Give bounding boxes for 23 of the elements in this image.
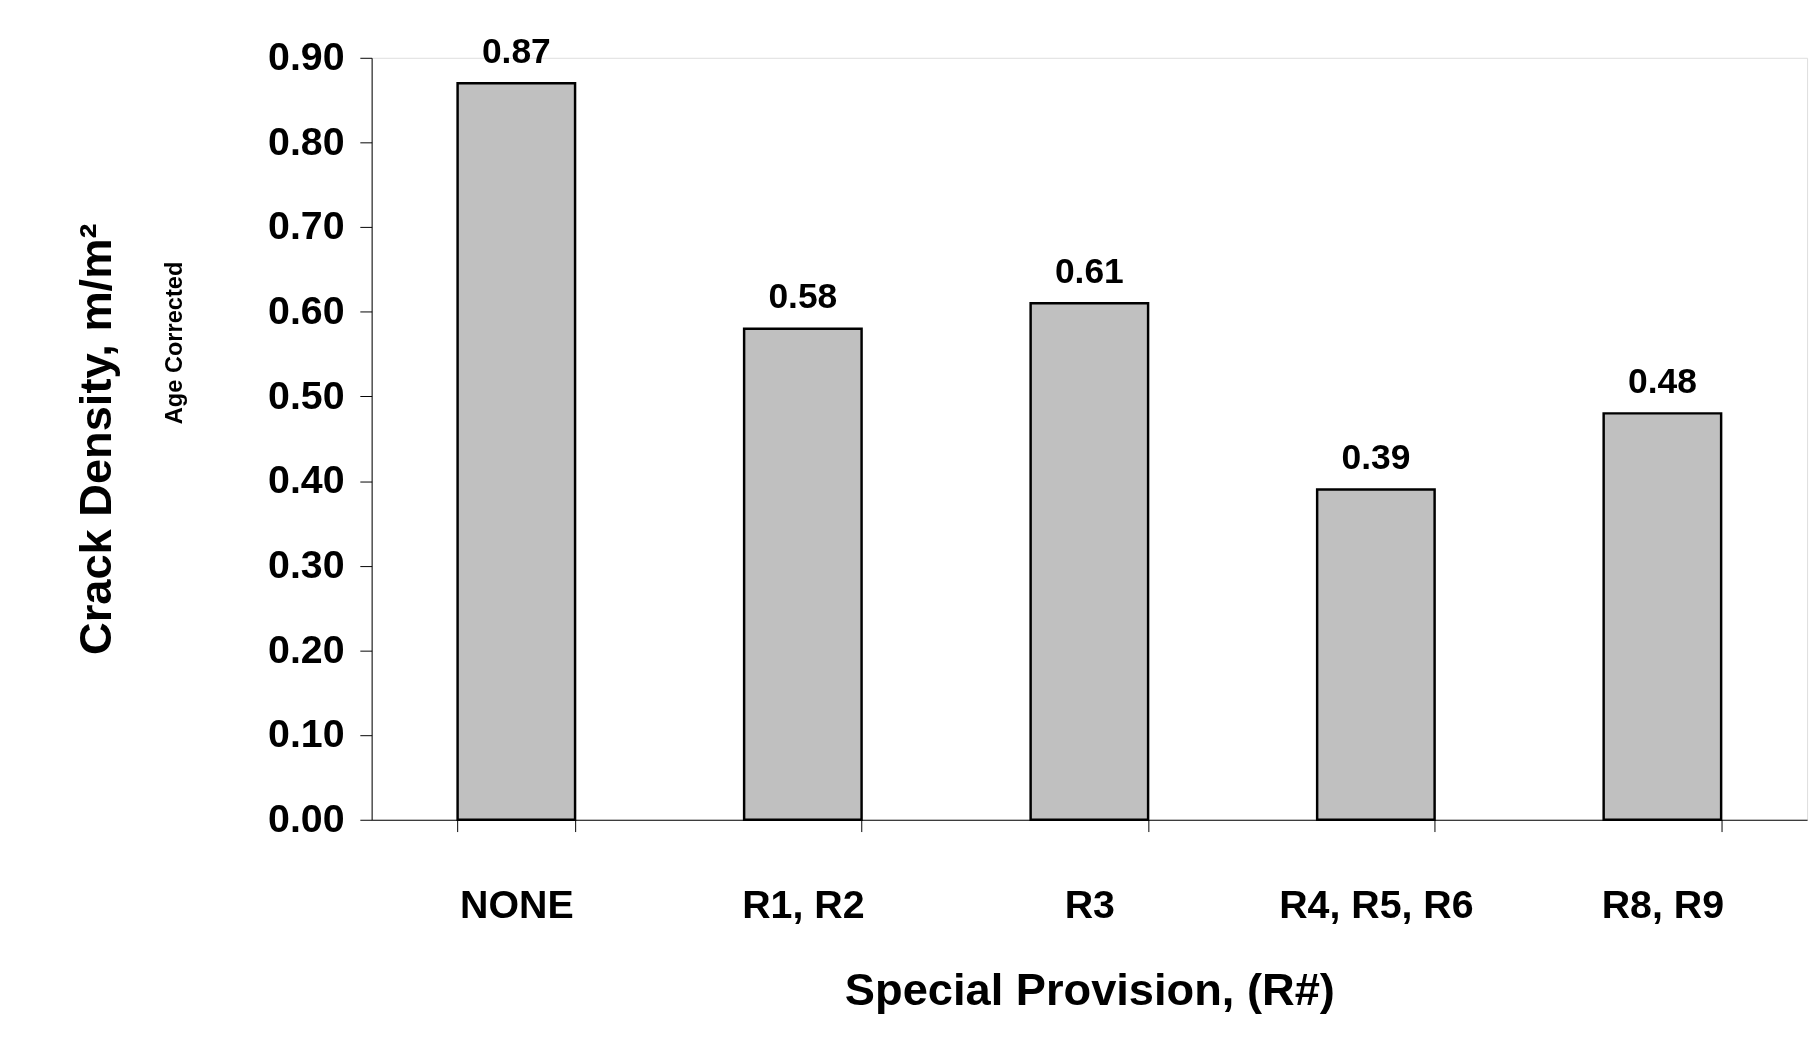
- x-tick-label: R8, R9: [1601, 881, 1725, 926]
- y-tick-label: 0.60: [268, 288, 345, 333]
- data-label: 0.48: [1627, 360, 1697, 400]
- data-label: 0.87: [481, 30, 551, 70]
- y-tick-label: 0.40: [268, 457, 345, 502]
- y-tick-label: 0.10: [268, 711, 345, 756]
- x-tick-label: R4, R5, R6: [1279, 881, 1474, 926]
- x-tick-label: R3: [1064, 881, 1115, 926]
- data-label: 0.58: [768, 276, 838, 316]
- text: Age Corrected: [160, 261, 187, 425]
- x-tick-label: NONE: [460, 881, 574, 926]
- y-axis-title: Crack Density, m/m²: [69, 223, 121, 655]
- y-tick-label: 0.70: [268, 203, 345, 248]
- y-tick-label: 0.00: [268, 796, 345, 841]
- y-tick-label: 0.20: [268, 626, 345, 671]
- y-tick-label: 0.30: [268, 542, 345, 587]
- x-tick-label: R1, R2: [742, 881, 865, 926]
- x-axis-title: Special Provision, (R#): [844, 964, 1335, 1016]
- y-tick-label: 0.50: [268, 372, 345, 417]
- data-label: 0.61: [1054, 250, 1124, 290]
- y-tick-label: 0.80: [268, 118, 345, 163]
- data-label: 0.39: [1341, 436, 1411, 476]
- y-tick-label: 0.90: [268, 34, 345, 79]
